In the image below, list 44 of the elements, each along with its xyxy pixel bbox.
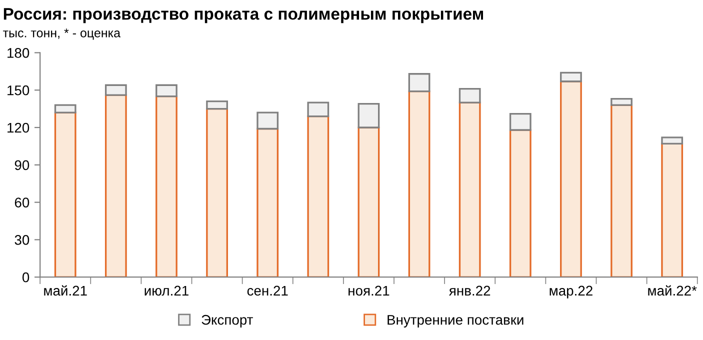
x-tick-label: мар.22 — [550, 286, 592, 298]
bar — [610, 104, 632, 278]
legend-label: Внутренние поставки — [388, 315, 524, 328]
x-tick-label: май.22* — [648, 285, 697, 296]
chart-title: Россия: производство проката с полимерным покрытием — [4, 8, 484, 24]
bar — [509, 129, 532, 278]
bar — [206, 100, 228, 110]
bar — [104, 84, 127, 96]
legend-label: Экспорт — [202, 314, 253, 328]
x-tick-label: янв.22 — [449, 286, 490, 296]
bar — [509, 112, 532, 131]
y-tick-label: 30 — [14, 235, 30, 245]
bar — [358, 126, 380, 278]
bar — [104, 94, 127, 278]
bar — [458, 88, 481, 104]
chart-subtitle: тыс. тонн, * - оценка — [3, 28, 121, 40]
x-tick-label: сен.21 — [247, 286, 288, 296]
bar — [610, 98, 632, 106]
x-tick-label: июл.21 — [144, 286, 188, 296]
bar — [256, 112, 279, 130]
bar — [661, 136, 684, 145]
x-tick-label: ноя.21 — [348, 286, 390, 296]
bar — [156, 96, 178, 278]
bar — [256, 128, 279, 278]
bar — [156, 84, 178, 98]
y-tick-label: 90 — [14, 160, 30, 170]
y-tick-label: 150 — [8, 85, 30, 96]
bar — [408, 73, 430, 92]
x-tick-label: май.21 — [44, 285, 87, 296]
y-tick-label: 60 — [14, 198, 30, 208]
bar — [661, 142, 684, 278]
bar — [307, 102, 330, 118]
bar — [54, 104, 76, 114]
bar — [458, 102, 481, 278]
bar — [206, 108, 228, 278]
bar — [408, 90, 430, 278]
y-tick-label: 0 — [22, 272, 30, 282]
y-tick-label: 120 — [8, 122, 30, 133]
bar — [54, 112, 76, 278]
bar — [560, 72, 582, 82]
bar — [307, 115, 330, 278]
y-tick-label: 180 — [8, 48, 30, 58]
bar — [358, 102, 380, 128]
bar — [560, 80, 582, 278]
